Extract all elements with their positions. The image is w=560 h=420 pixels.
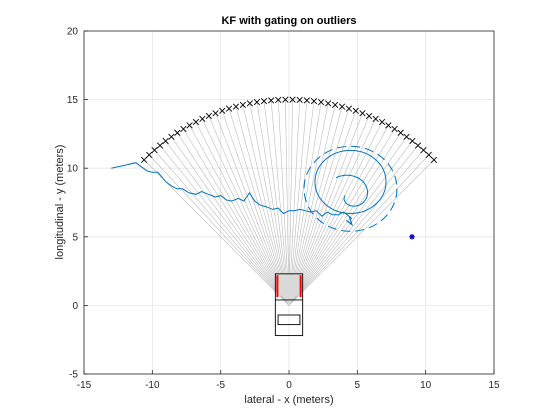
- x-tick-label: -10: [145, 380, 160, 391]
- outlier-marker-group: [409, 234, 415, 240]
- x-tick-label: -5: [216, 380, 225, 391]
- y-tick-label: -5: [69, 370, 78, 381]
- x-tick-label: 10: [420, 380, 432, 391]
- x-tick-label: 5: [355, 380, 361, 391]
- y-tick-label: 5: [72, 232, 78, 243]
- x-tick-label: 15: [488, 380, 500, 391]
- outlier-marker: [409, 234, 415, 240]
- y-tick-label: 10: [67, 164, 79, 175]
- x-axis-label: lateral - x (meters): [244, 394, 333, 406]
- y-tick-label: 0: [72, 301, 78, 312]
- y-tick-label: 20: [67, 27, 79, 38]
- x-tick-label: 0: [286, 380, 292, 391]
- y-tick-label: 15: [67, 95, 79, 106]
- chart-title: KF with gating on outliers: [221, 15, 356, 27]
- y-axis-label: longitudinal - y (meters): [54, 145, 66, 260]
- x-tick-label: -15: [77, 380, 92, 391]
